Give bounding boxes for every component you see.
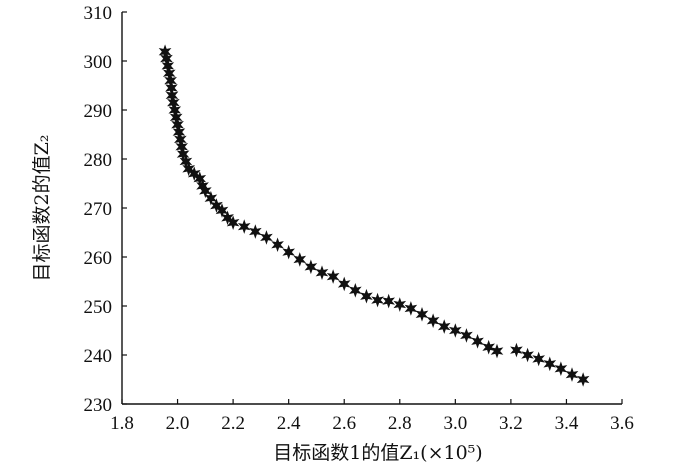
x-tick-label: 2.0 [166,413,190,434]
x-tick-label: 2.4 [277,413,301,434]
data-point [576,372,590,387]
data-point [199,183,212,199]
x-tick-label: 3.6 [610,413,634,434]
x-axis-title: 目标函数1的值Z₁(×10⁵) [273,442,482,464]
data-point [304,259,318,275]
x-tick-label: 3.2 [499,413,523,434]
data-point [360,288,373,304]
data-point [543,356,557,372]
ticks: 1.8 2.0 2.2 2.4 2.6 2.8 3.0 3.2 3.4 3.6 230 240 250 2… [84,3,634,434]
data-point [326,269,340,284]
data-point [175,139,189,155]
data-point [226,215,240,231]
data-point [174,132,187,147]
y-tick-label: 310 [84,3,113,24]
data-point [349,283,362,298]
data-point [282,244,295,260]
data-point [471,333,484,349]
data-point [162,65,176,81]
y-tick-label: 270 [84,199,113,220]
data-point [165,87,179,103]
data-point [221,210,234,226]
data-points [158,44,590,387]
y-tick-label: 250 [84,297,113,318]
data-point [404,301,418,316]
data-point [237,219,251,234]
x-tick-label: 2.2 [221,413,245,434]
data-point [521,347,534,363]
data-point [210,198,223,213]
data-point [171,117,184,133]
data-point [271,237,284,253]
data-point [204,190,218,206]
y-tick-label: 230 [84,395,113,416]
data-point [371,292,384,308]
y-axis-title: 目标函数2的值Z₂ [31,135,53,282]
data-point [482,339,495,355]
data-point [449,323,462,338]
data-point [187,166,201,182]
data-point [168,102,182,118]
data-point [554,361,568,377]
y-tick-label: 290 [84,101,113,122]
data-point [426,313,440,329]
data-point [565,367,579,382]
y-tick-label: 280 [84,150,113,171]
data-point [460,328,473,343]
x-tick-label: 2.6 [332,413,356,434]
data-point [393,297,407,312]
data-point [260,230,273,245]
data-point [161,58,175,74]
x-tick-label: 3.4 [555,413,579,434]
x-tick-label: 2.8 [388,413,412,434]
data-point [169,110,183,125]
data-point [510,342,523,358]
y-tick-label: 260 [84,248,113,269]
data-point [437,319,451,334]
y-tick-label: 300 [84,52,113,73]
y-tick-label: 240 [84,346,113,367]
x-tick-label: 3.0 [443,413,467,434]
data-point [167,95,180,110]
data-point [182,161,195,177]
data-point [382,293,395,309]
data-point [532,351,545,367]
data-point [293,252,307,267]
data-point [337,276,351,292]
data-point [249,224,262,239]
data-point [490,343,504,359]
data-point [315,265,329,280]
x-tick-label: 1.8 [110,413,134,434]
data-point [215,203,229,218]
data-point [415,307,429,322]
axes [121,12,622,405]
data-point [172,124,186,140]
